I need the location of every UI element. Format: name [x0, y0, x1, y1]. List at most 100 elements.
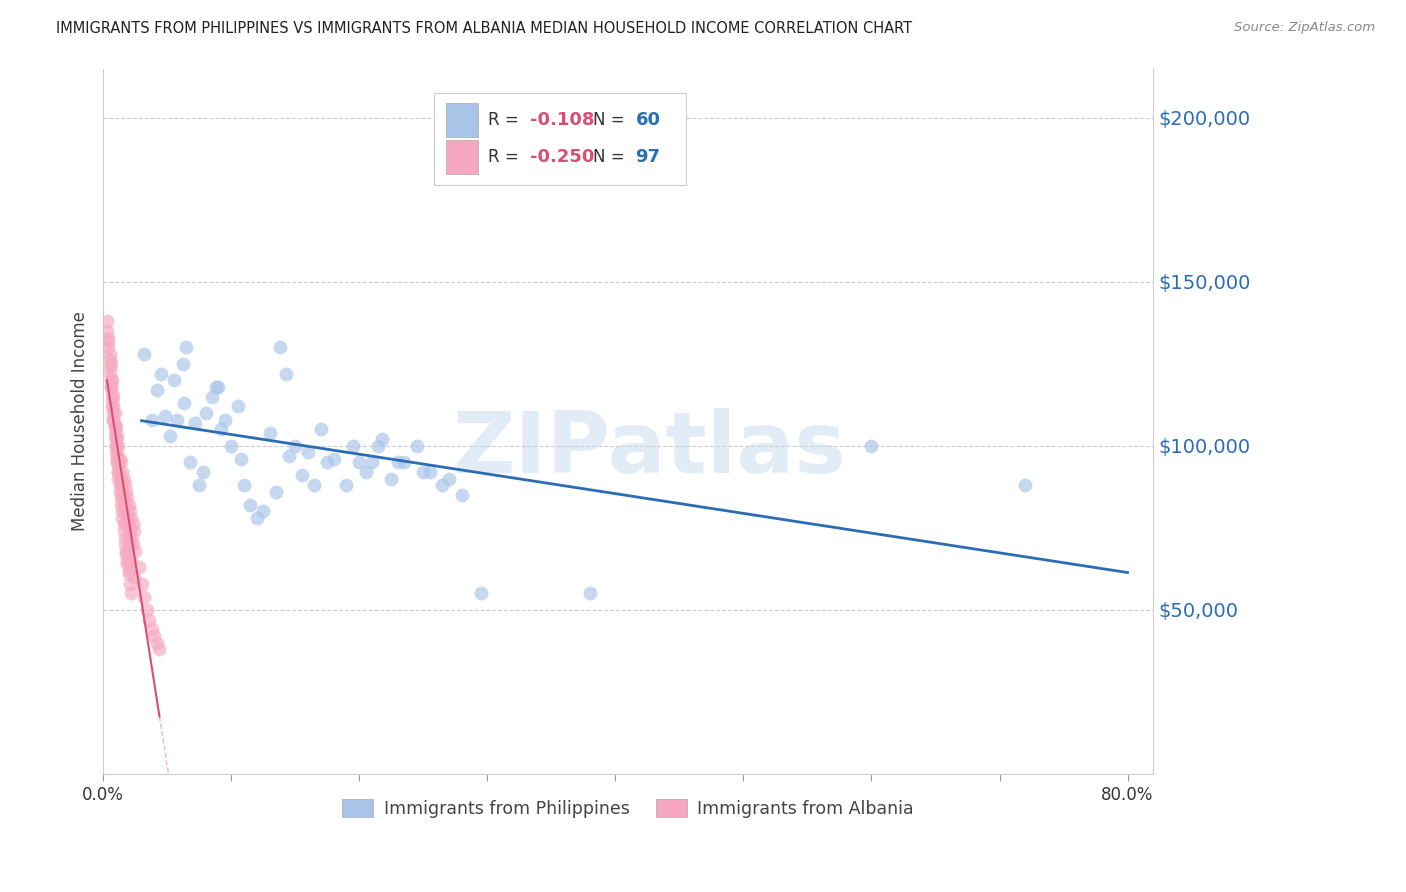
- Point: [122, 524, 145, 538]
- Y-axis label: Median Household Income: Median Household Income: [72, 311, 89, 531]
- Point: [172, 357, 194, 371]
- Point: [354, 465, 377, 479]
- Point: [104, 419, 127, 434]
- Point: [219, 439, 242, 453]
- FancyBboxPatch shape: [434, 93, 686, 185]
- Point: [432, 478, 454, 492]
- Point: [100, 380, 122, 394]
- Point: [204, 380, 226, 394]
- Point: [112, 517, 135, 532]
- Point: [118, 537, 141, 551]
- Point: [153, 409, 176, 424]
- Point: [578, 586, 600, 600]
- Point: [141, 412, 163, 426]
- Point: [259, 425, 281, 440]
- Point: [103, 412, 125, 426]
- Point: [342, 439, 364, 453]
- Point: [110, 498, 132, 512]
- Point: [110, 478, 132, 492]
- Point: [309, 422, 332, 436]
- Point: [392, 455, 415, 469]
- Point: [304, 478, 326, 492]
- Point: [120, 531, 142, 545]
- Point: [110, 478, 132, 492]
- Point: [118, 504, 141, 518]
- Point: [470, 586, 492, 600]
- Point: [349, 455, 371, 469]
- Point: [111, 504, 134, 518]
- Point: [159, 429, 181, 443]
- Point: [284, 439, 307, 453]
- Point: [111, 511, 134, 525]
- Legend: Immigrants from Philippines, Immigrants from Albania: Immigrants from Philippines, Immigrants …: [335, 792, 921, 825]
- Point: [132, 590, 155, 604]
- Point: [101, 392, 124, 407]
- Point: [100, 357, 122, 371]
- Point: [105, 451, 128, 466]
- Point: [380, 471, 402, 485]
- Point: [104, 422, 127, 436]
- Point: [231, 451, 253, 466]
- Point: [209, 422, 232, 436]
- Point: [124, 543, 146, 558]
- Point: [101, 400, 124, 414]
- Point: [361, 455, 384, 469]
- Point: [162, 373, 184, 387]
- Point: [233, 478, 256, 492]
- Point: [149, 367, 172, 381]
- Point: [97, 334, 120, 348]
- Point: [322, 451, 344, 466]
- Point: [367, 439, 389, 453]
- Point: [269, 340, 291, 354]
- Point: [437, 471, 460, 485]
- Point: [115, 517, 138, 532]
- Point: [115, 547, 138, 561]
- Point: [104, 406, 127, 420]
- Point: [104, 429, 127, 443]
- Point: [104, 445, 127, 459]
- Point: [105, 429, 128, 443]
- Point: [115, 543, 138, 558]
- Point: [117, 511, 139, 525]
- Text: Source: ZipAtlas.com: Source: ZipAtlas.com: [1234, 21, 1375, 35]
- Point: [115, 484, 138, 499]
- Point: [132, 347, 155, 361]
- Point: [226, 400, 249, 414]
- Point: [135, 603, 157, 617]
- Point: [141, 623, 163, 637]
- Point: [115, 504, 138, 518]
- Point: [264, 484, 287, 499]
- Bar: [447, 140, 478, 174]
- Point: [371, 432, 394, 446]
- Point: [114, 498, 136, 512]
- Text: N =: N =: [593, 148, 630, 166]
- Point: [103, 406, 125, 420]
- Point: [138, 613, 160, 627]
- Point: [117, 491, 139, 506]
- Point: [387, 455, 409, 469]
- Point: [101, 386, 124, 401]
- Point: [100, 373, 122, 387]
- Point: [103, 400, 125, 414]
- Point: [122, 570, 145, 584]
- Point: [207, 380, 229, 394]
- Point: [108, 478, 131, 492]
- Point: [131, 576, 153, 591]
- Point: [107, 439, 129, 453]
- Point: [114, 478, 136, 492]
- Point: [335, 478, 357, 492]
- Point: [112, 491, 135, 506]
- Point: [108, 484, 131, 499]
- Point: [173, 396, 195, 410]
- Point: [114, 537, 136, 551]
- Point: [214, 412, 236, 426]
- Point: [112, 498, 135, 512]
- Point: [118, 566, 141, 581]
- Point: [96, 324, 118, 338]
- Point: [297, 445, 319, 459]
- Point: [103, 390, 125, 404]
- Text: 97: 97: [636, 148, 661, 166]
- Point: [118, 517, 141, 532]
- Point: [98, 353, 121, 368]
- Point: [98, 347, 121, 361]
